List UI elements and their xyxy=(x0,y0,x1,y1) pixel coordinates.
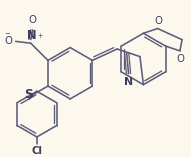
Text: O: O xyxy=(29,15,37,25)
Text: N: N xyxy=(27,29,36,42)
Text: O: O xyxy=(5,36,13,46)
Text: −: − xyxy=(4,31,10,37)
Text: S: S xyxy=(24,88,33,101)
Text: N: N xyxy=(124,77,133,87)
Text: O: O xyxy=(177,54,185,64)
Text: Cl: Cl xyxy=(31,146,42,157)
Text: +: + xyxy=(37,32,43,38)
Text: O: O xyxy=(155,16,163,26)
